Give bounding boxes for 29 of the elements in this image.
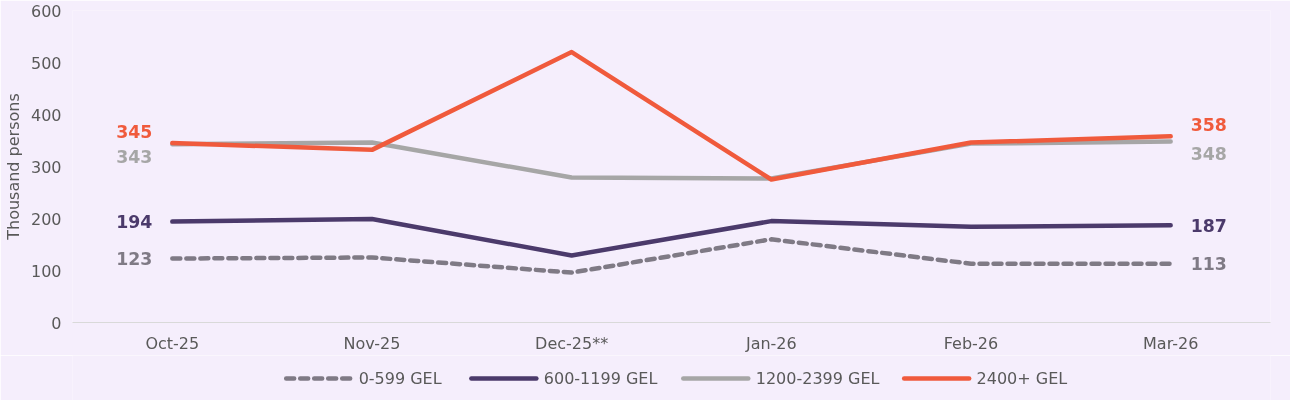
- data-label: 187: [1190, 215, 1227, 236]
- legend-label: 600-1199 GEL: [543, 369, 658, 388]
- data-label: 345: [116, 121, 153, 142]
- data-label: 348: [1190, 144, 1227, 165]
- x-tick-label: Jan-26: [744, 333, 797, 353]
- data-label: 343: [116, 146, 153, 167]
- legend-label: 0-599 GEL: [358, 369, 442, 388]
- y-tick-label: 500: [30, 53, 62, 73]
- x-tick-label: Dec-25**: [535, 333, 609, 353]
- legend-label: 1200-2399 GEL: [755, 369, 880, 388]
- y-tick-label: 0: [51, 313, 62, 333]
- line-series: [170, 216, 1173, 258]
- data-label: 358: [1190, 114, 1227, 135]
- x-tick-label: Feb-26: [943, 333, 999, 353]
- line-series: [170, 237, 1173, 275]
- data-label: 113: [1190, 254, 1227, 275]
- x-tick-label: Mar-26: [1143, 333, 1199, 353]
- x-tick-label: Nov-25: [343, 333, 401, 353]
- data-label: 123: [116, 249, 153, 270]
- y-tick-label: 400: [30, 105, 62, 125]
- y-axis-title: Thousand persons: [3, 93, 23, 241]
- y-tick-label: 200: [30, 209, 62, 229]
- data-label: 194: [116, 212, 153, 233]
- line-series: [170, 49, 1173, 182]
- y-tick-label: 300: [30, 157, 62, 177]
- x-tick-label: Oct-25: [145, 333, 200, 353]
- y-tick-label: 600: [30, 1, 62, 21]
- y-tick-label: 100: [30, 261, 62, 281]
- legend-label: 2400+ GEL: [976, 369, 1068, 388]
